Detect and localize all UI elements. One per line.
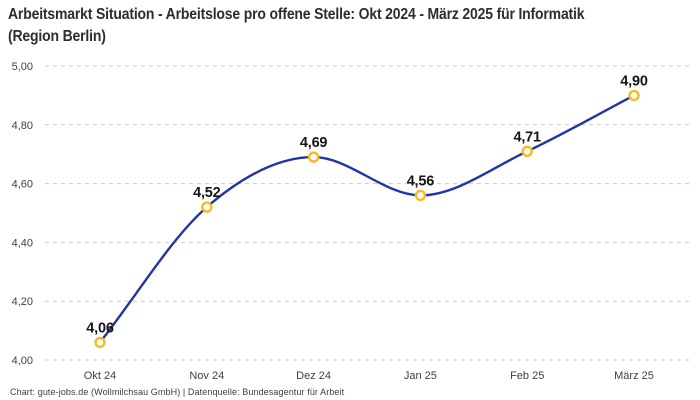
data-point-label: 4,56 [407, 173, 435, 189]
y-tick-label: 5,00 [12, 61, 33, 73]
x-tick-label: Okt 24 [84, 370, 116, 382]
data-point-label: 4,90 [620, 73, 648, 89]
x-tick-label: Dez 24 [296, 370, 331, 382]
data-point-marker [414, 189, 427, 202]
data-point-label: 4,06 [86, 320, 114, 336]
data-point-label: 4,52 [193, 185, 221, 201]
series-line [98, 94, 636, 344]
x-tick-label: Nov 24 [189, 370, 224, 382]
data-point-marker [521, 145, 533, 158]
chart-attribution: Chart: gute-jobs.de (Wollmilchsau GmbH) … [10, 387, 345, 397]
x-tick-label: März 25 [614, 370, 654, 382]
x-tick-label: Feb 25 [510, 370, 544, 382]
y-tick-label: 4,40 [12, 237, 33, 249]
data-point-marker [307, 151, 320, 163]
y-tick-label: 4,20 [12, 296, 33, 308]
data-point-label: 4,69 [300, 135, 328, 151]
y-tick-label: 4,80 [12, 120, 33, 132]
chart-title: Arbeitsmarkt Situation - Arbeitslose pro… [8, 6, 585, 45]
y-tick-label: 4,00 [12, 355, 33, 367]
data-point-label: 4,71 [513, 129, 541, 145]
x-tick-label: Jan 25 [404, 370, 437, 382]
y-tick-label: 4,60 [12, 179, 33, 191]
data-point-marker [201, 201, 213, 213]
data-point-marker [94, 336, 106, 349]
data-point-marker [628, 89, 640, 102]
